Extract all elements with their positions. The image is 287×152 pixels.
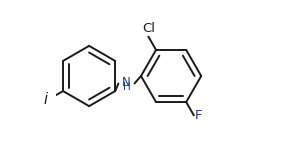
Text: Cl: Cl xyxy=(142,22,155,35)
Text: F: F xyxy=(195,109,203,122)
Text: H: H xyxy=(123,82,130,92)
Text: i: i xyxy=(43,92,47,107)
Text: N: N xyxy=(122,76,131,89)
